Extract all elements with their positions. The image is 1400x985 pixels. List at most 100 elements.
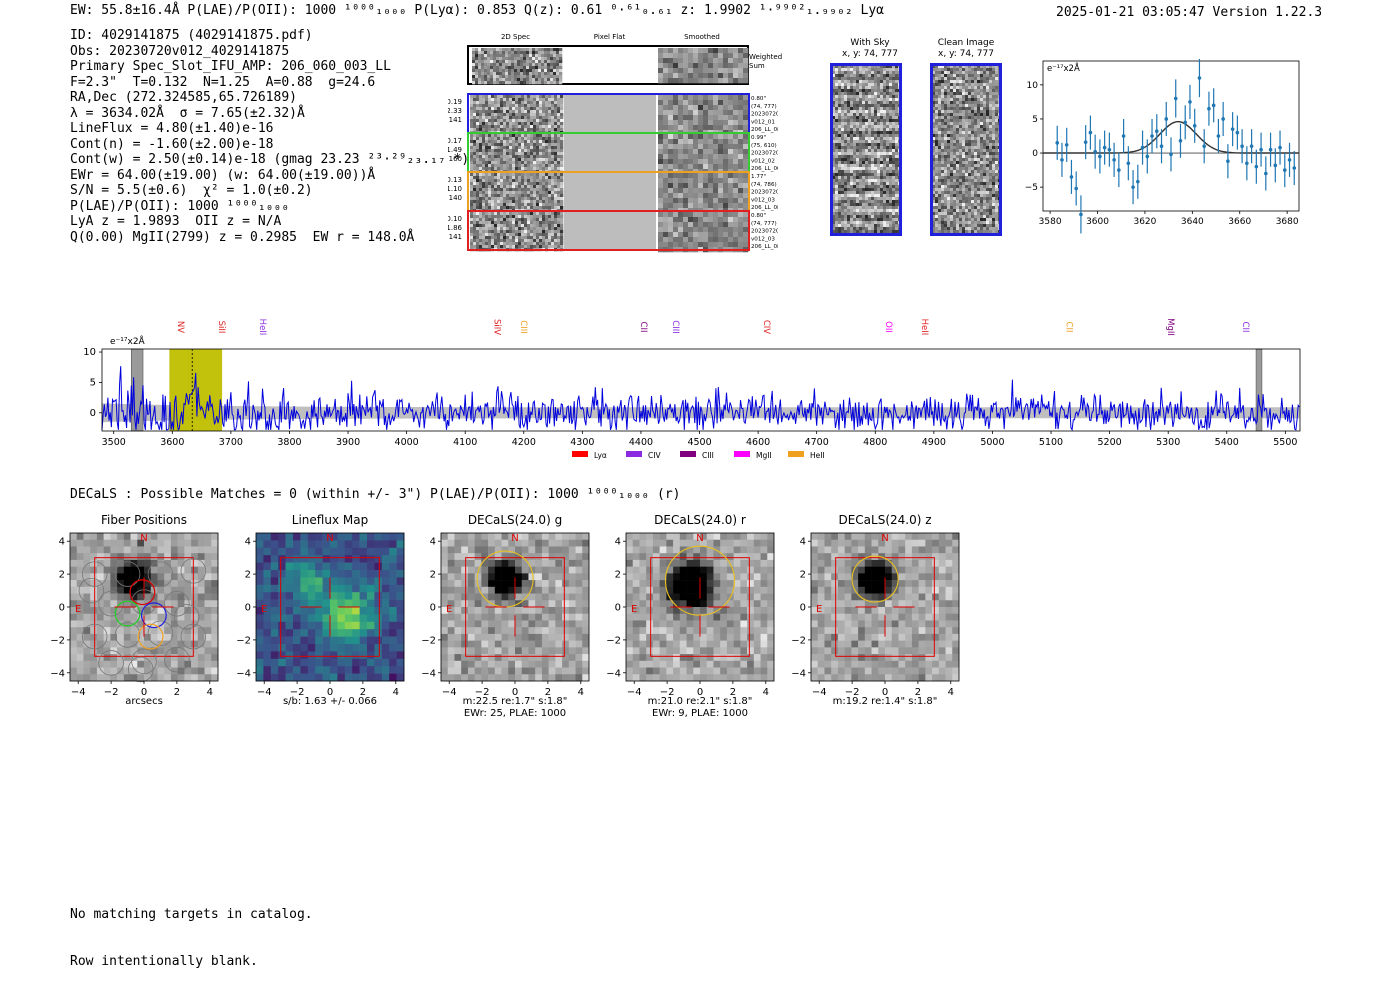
pixel [992, 74, 996, 78]
pixel [688, 139, 694, 145]
pixel [678, 217, 684, 223]
pixel [703, 237, 709, 243]
pixel [877, 140, 881, 144]
pixel [965, 68, 969, 72]
pixel [892, 137, 896, 141]
pixel [847, 182, 851, 186]
pixel [548, 110, 552, 114]
pixel [548, 191, 552, 195]
pixel [515, 185, 519, 189]
pixel [877, 77, 881, 81]
pixel [548, 206, 552, 210]
pixel [965, 170, 969, 174]
pixel [512, 230, 516, 234]
pixel [986, 173, 990, 177]
pixel [941, 107, 945, 111]
pixel [548, 242, 552, 246]
pixel [980, 149, 984, 153]
pixel [850, 122, 854, 126]
pixel [512, 173, 516, 177]
pixel [548, 113, 552, 117]
pixel [889, 122, 893, 126]
pixel [980, 116, 984, 120]
pixel [485, 113, 489, 117]
pixel [947, 158, 951, 162]
pixel [959, 107, 963, 111]
pixel [862, 122, 866, 126]
pixel [512, 191, 516, 195]
pixel [524, 200, 528, 204]
pixel [995, 86, 999, 90]
pixel [542, 200, 546, 204]
pixel [688, 78, 694, 84]
pixel [488, 134, 492, 138]
pixel [500, 224, 504, 228]
pixel [850, 221, 854, 225]
pixel [473, 242, 477, 246]
pixel [493, 81, 497, 85]
pixel [841, 86, 845, 90]
pixel [980, 119, 984, 123]
pixel [472, 72, 476, 76]
pixel [500, 104, 504, 108]
pixel [470, 188, 474, 192]
pixel [476, 218, 480, 222]
pixel [862, 143, 866, 147]
pixel [718, 237, 724, 243]
pixel [883, 194, 887, 198]
pixel [488, 113, 492, 117]
pixel [743, 183, 749, 189]
pixel [892, 95, 896, 99]
pixel [844, 173, 848, 177]
pixel [983, 137, 987, 141]
pixel [658, 73, 664, 79]
pixel [521, 185, 525, 189]
pixel [941, 113, 945, 117]
pixel [895, 83, 899, 87]
pixel [889, 179, 893, 183]
pixel [491, 185, 495, 189]
pixel [533, 227, 537, 231]
pixel [485, 206, 489, 210]
pixel [728, 193, 734, 199]
pixel [938, 107, 942, 111]
pixel [950, 149, 954, 153]
pixel [505, 57, 509, 61]
pixel [868, 209, 872, 213]
pixel [968, 179, 972, 183]
pixel [473, 125, 477, 129]
pixel [844, 161, 848, 165]
pixel [535, 51, 539, 55]
pixel [853, 80, 857, 84]
pixel [491, 179, 495, 183]
pixel [533, 245, 537, 249]
pixel [472, 78, 476, 82]
pixel [476, 230, 480, 234]
pixel [841, 113, 845, 117]
pixel [862, 149, 866, 153]
pixel [509, 146, 513, 150]
pixel [980, 131, 984, 135]
pixel [892, 182, 896, 186]
pixel [668, 110, 674, 116]
pixel [944, 164, 948, 168]
pixel [509, 212, 513, 216]
pixel [560, 179, 564, 183]
pixel [832, 155, 836, 159]
pixel [560, 140, 564, 144]
pixel [835, 173, 839, 177]
pixel [962, 80, 966, 84]
pixel [500, 146, 504, 150]
pixel [886, 227, 890, 231]
pixel [971, 134, 975, 138]
pixel [542, 113, 546, 117]
pixel [938, 125, 942, 129]
pixel [895, 191, 899, 195]
pixel [559, 48, 563, 52]
pixel [503, 239, 507, 243]
pixel [678, 193, 684, 199]
pixel [693, 183, 699, 189]
pixel [560, 155, 564, 159]
pixel [500, 134, 504, 138]
